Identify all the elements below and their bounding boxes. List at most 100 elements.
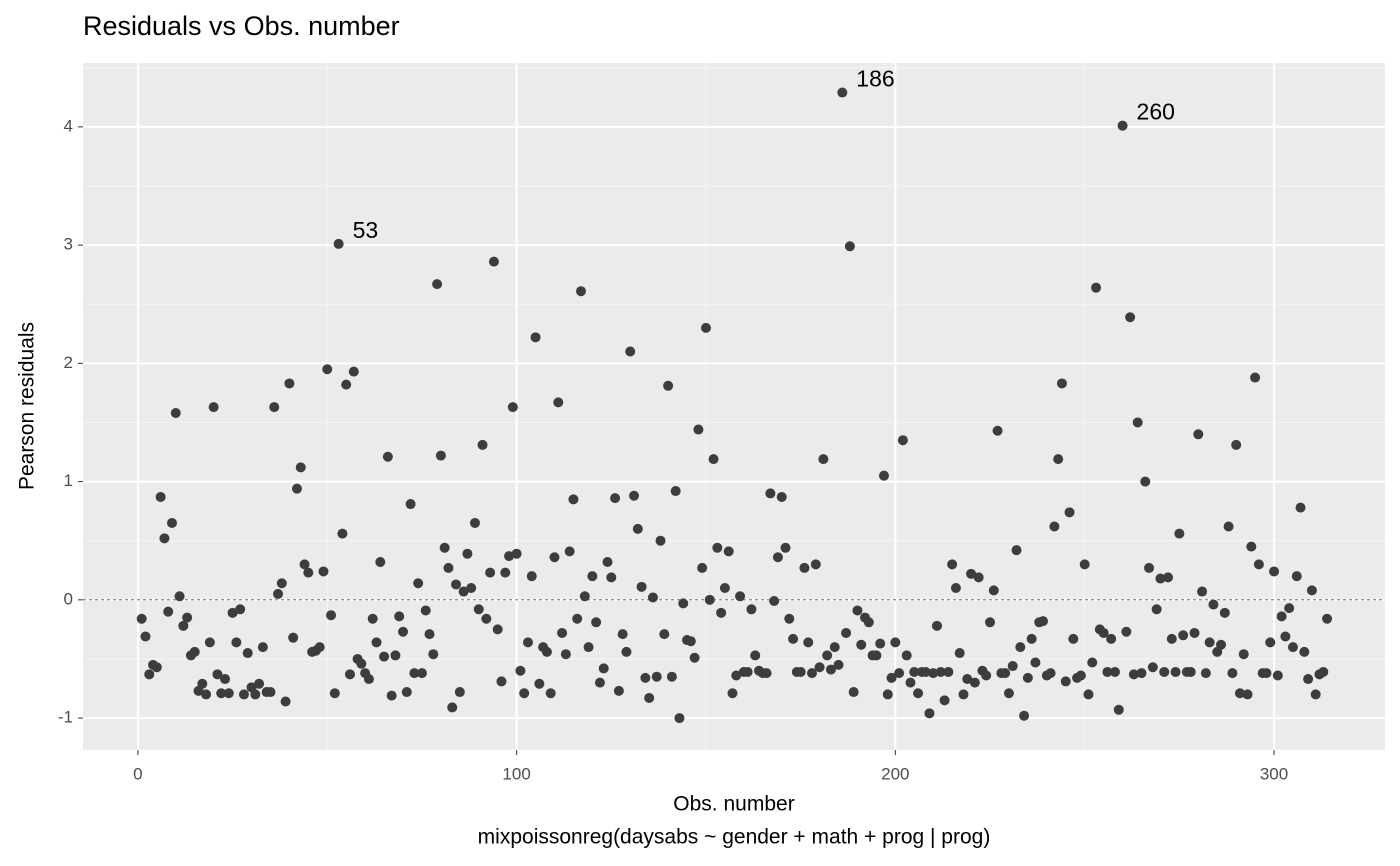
point [1079, 559, 1090, 570]
point [545, 688, 556, 699]
point [500, 567, 511, 578]
point [1075, 670, 1086, 681]
point [700, 322, 711, 333]
point [409, 668, 420, 679]
point [439, 542, 450, 553]
point [515, 665, 526, 676]
point [295, 462, 306, 473]
point [704, 594, 715, 605]
point [784, 613, 795, 624]
point [257, 642, 268, 653]
point [719, 583, 730, 594]
point [742, 666, 753, 677]
point [992, 425, 1003, 436]
point [568, 494, 579, 505]
point [526, 571, 537, 582]
point [216, 688, 227, 699]
point [288, 632, 299, 643]
point [208, 402, 219, 413]
point [1019, 710, 1030, 721]
point [1185, 666, 1196, 677]
point [458, 586, 469, 597]
point [522, 637, 533, 648]
point [576, 286, 587, 297]
point [1269, 566, 1280, 577]
point [1007, 661, 1018, 672]
point [451, 579, 462, 590]
point [504, 551, 515, 562]
point [1227, 668, 1238, 679]
point-annotation: 186 [856, 66, 894, 92]
point [689, 652, 700, 663]
y-tick-label: 4 [64, 116, 73, 135]
point [212, 669, 223, 680]
point [1049, 521, 1060, 532]
point [731, 670, 742, 681]
x-axis-label: Obs. number [673, 793, 794, 816]
point [1272, 670, 1283, 681]
point [481, 613, 492, 624]
point [235, 604, 246, 615]
x-tick-label: 100 [502, 764, 530, 783]
point [663, 380, 674, 391]
point [1261, 668, 1272, 679]
point [1223, 521, 1234, 532]
point [318, 566, 329, 577]
point [530, 332, 541, 343]
point [1299, 646, 1310, 657]
y-tick-label: 0 [64, 589, 73, 608]
point [1250, 372, 1261, 383]
point [693, 424, 704, 435]
point [541, 646, 552, 657]
x-tick-label: 0 [133, 764, 142, 783]
point [750, 650, 761, 661]
point [329, 688, 340, 699]
point [1109, 666, 1120, 677]
point [1147, 662, 1158, 673]
point [462, 548, 473, 559]
point [1083, 689, 1094, 700]
point [299, 559, 310, 570]
point [640, 672, 651, 683]
point [144, 669, 155, 680]
point [723, 546, 734, 557]
point [1140, 476, 1151, 487]
point [1231, 439, 1242, 450]
point [890, 637, 901, 648]
point [931, 620, 942, 631]
point [572, 613, 583, 624]
point [405, 499, 416, 510]
point [151, 662, 162, 673]
point [1102, 666, 1113, 677]
point [1000, 668, 1011, 679]
x-tick-label: 200 [881, 764, 909, 783]
point [1159, 666, 1170, 677]
point [886, 672, 897, 683]
point [810, 559, 821, 570]
caption: mixpoissonreg(daysabs ~ gender + math + … [478, 826, 991, 849]
point [727, 688, 738, 699]
point [837, 87, 848, 98]
point [678, 598, 689, 609]
point [591, 617, 602, 628]
point [894, 668, 905, 679]
point [557, 627, 568, 638]
point [909, 666, 920, 677]
point [163, 606, 174, 617]
point [447, 702, 458, 713]
point [988, 585, 999, 596]
point [220, 674, 231, 685]
point [382, 451, 393, 462]
point [579, 591, 590, 602]
point [250, 689, 261, 700]
y-axis-label: Pearson residuals [16, 322, 39, 490]
point [1060, 676, 1071, 687]
point [1117, 120, 1128, 131]
point [488, 256, 499, 267]
point [1174, 528, 1185, 539]
point [1178, 630, 1189, 641]
point [386, 690, 397, 701]
point [1166, 633, 1177, 644]
point [598, 663, 609, 674]
